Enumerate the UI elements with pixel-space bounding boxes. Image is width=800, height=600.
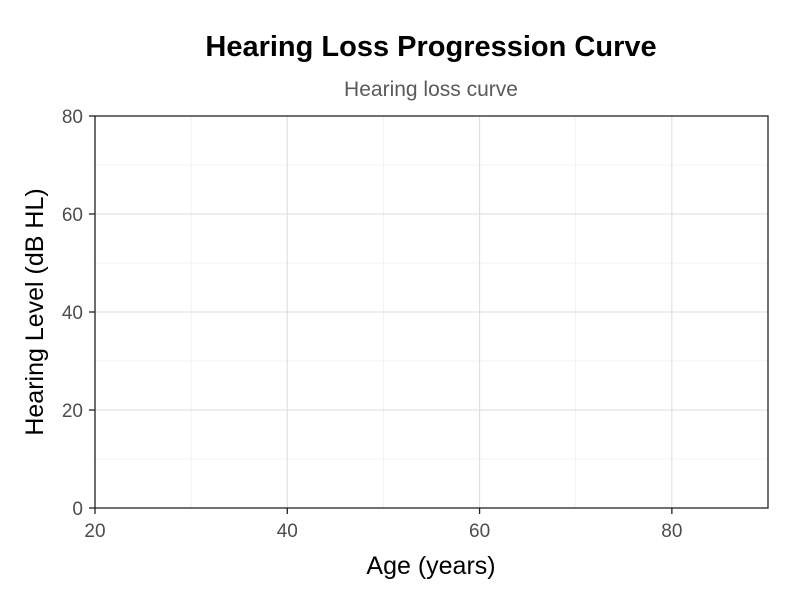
x-tick-label: 60 <box>469 521 490 542</box>
x-tick-label: 20 <box>84 521 105 542</box>
chart-title: Hearing Loss Progression Curve <box>205 31 656 63</box>
plot-panel <box>94 115 769 509</box>
grid <box>94 115 769 509</box>
x-axis: 20 40 60 80 <box>84 508 682 542</box>
y-tick-label: 80 <box>62 107 83 128</box>
y-axis-title: Hearing Level (dB HL) <box>21 188 49 435</box>
y-tick-label: 60 <box>62 205 83 226</box>
y-axis: 0 20 40 60 80 <box>62 107 95 520</box>
y-tick-label: 0 <box>72 499 83 520</box>
y-tick-label: 40 <box>62 303 83 324</box>
chart-subtitle: Hearing loss curve <box>344 78 518 101</box>
x-axis-title: Age (years) <box>366 552 495 580</box>
x-tick-label: 40 <box>277 521 298 542</box>
x-tick-label: 80 <box>661 521 682 542</box>
y-tick-label: 20 <box>62 401 83 422</box>
